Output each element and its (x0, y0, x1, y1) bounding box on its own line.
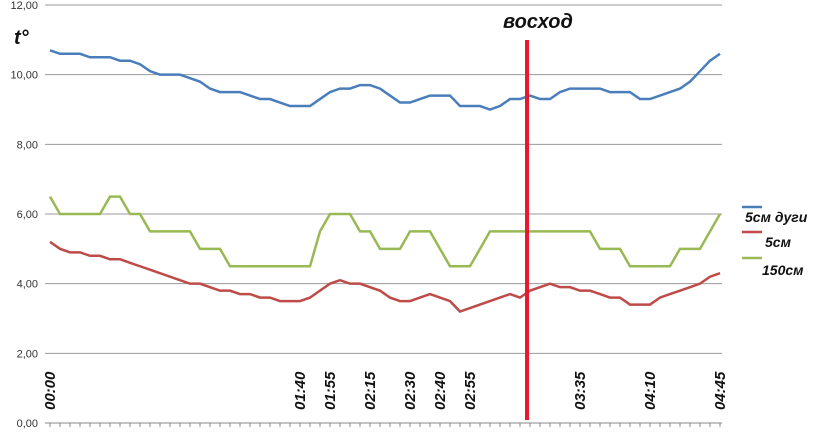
series-line (49, 240, 721, 313)
x-tick-label: 02:30 (402, 371, 419, 410)
y-tick-label: 2,00 (17, 348, 38, 360)
y-tick-label: 6,00 (17, 209, 38, 221)
x-tick-label: 01:55 (322, 371, 339, 410)
x-tick-label: 04:45 (712, 371, 729, 410)
series-line (48, 195, 722, 268)
x-tick-label: 02:40 (432, 371, 449, 410)
x-tick-label: 04:10 (642, 371, 659, 410)
legend-label: 150см (762, 262, 804, 278)
annotation-label: восход (503, 11, 573, 33)
x-tick-label: 01:40 (292, 371, 309, 410)
y-tick-label: 12,00 (10, 0, 38, 12)
x-tick-label: 03:35 (572, 371, 589, 410)
y-axis-label: t° (14, 27, 30, 49)
x-tick-label: 00:00 (42, 371, 59, 410)
series-line (49, 49, 721, 111)
legend-label: 5см дуги (745, 209, 808, 225)
legend-label: 5см (765, 234, 792, 250)
x-tick-label: 02:55 (462, 371, 479, 410)
y-tick-label: 10,00 (10, 70, 38, 82)
y-tick-label: 8,00 (17, 139, 38, 151)
y-tick-label: 0,00 (17, 418, 38, 430)
x-tick-label: 02:15 (362, 371, 379, 410)
y-tick-label: 4,00 (17, 279, 38, 291)
